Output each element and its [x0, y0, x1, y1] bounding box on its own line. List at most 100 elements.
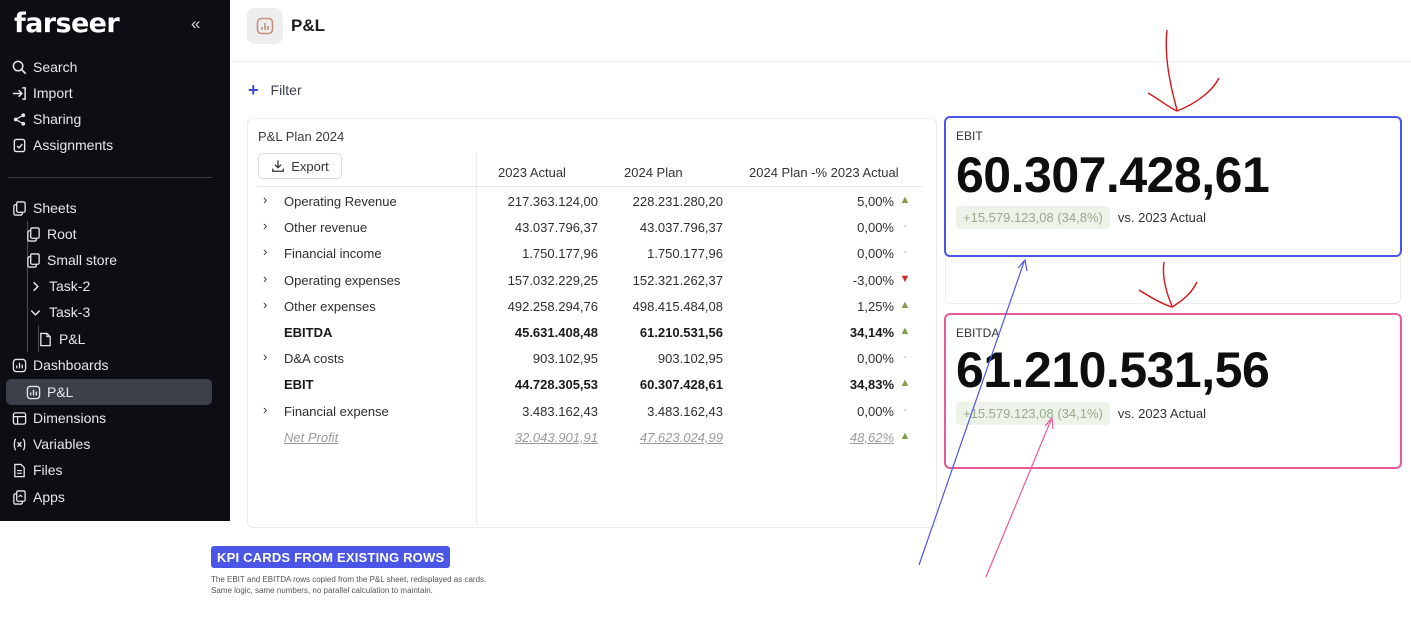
cell-2023-actual[interactable]: 903.102,95 [532, 351, 598, 367]
tree-item-pl-sheet[interactable]: P&L [36, 327, 85, 351]
cell-variance[interactable]: 48,62% [849, 429, 894, 445]
table-row[interactable]: › Financial income 1.750.177,96 1.750.177,9… [248, 242, 938, 266]
cell-2024-plan[interactable]: 152.321.262,37 [632, 272, 723, 288]
cell-2024-plan[interactable]: 47.623.024,99 [639, 429, 723, 445]
kpi-delta: +15.579.123,08 (34,1%) vs. 2023 Actual [956, 402, 1206, 425]
cell-variance[interactable]: 0,00% [857, 351, 894, 367]
cell-variance[interactable]: 5,00% [857, 194, 894, 209]
cell-2023-actual[interactable]: 45.631.408,48 [514, 325, 598, 340]
export-button[interactable]: Export [258, 153, 342, 179]
table-row[interactable]: › Other revenue 43.037.796,37 43.037.796,37… [248, 216, 938, 240]
nav-search[interactable]: Search [10, 55, 77, 79]
cell-variance[interactable]: 34,83% [849, 377, 894, 393]
nav-variables-label: Variables [33, 436, 91, 452]
cell-2024-plan[interactable]: 228.231.280,20 [632, 194, 723, 209]
tree-item-label: P&L [59, 331, 86, 347]
ebitda-kpi-card[interactable]: EBITDA 61.210.531,56 +15.579.123,08 (34,… [944, 313, 1402, 469]
table-row[interactable]: Net Profit 32.043.901,91 47.623.024,99 48,6… [248, 426, 938, 450]
nav-sharing[interactable]: Sharing [10, 107, 81, 131]
pl-sheet-panel: P&L Plan 2024 Export 2023 Actual 2024 Pl… [247, 118, 937, 528]
tree-item-task-3[interactable]: Task-3 [26, 300, 90, 324]
cell-2024-plan[interactable]: 60.307.428,61 [639, 377, 723, 393]
cell-variance[interactable]: 34,14% [849, 325, 894, 340]
chevron-right-icon[interactable]: › [263, 192, 268, 207]
tree-item-label: Small store [47, 252, 118, 268]
plus-icon: + [248, 80, 259, 100]
tree-item-root[interactable]: Root [24, 222, 77, 246]
cell-2023-actual[interactable]: 43.037.796,37 [514, 220, 598, 236]
nav-variables[interactable]: Variables [10, 432, 90, 456]
cell-2024-plan[interactable]: 498.415.484,08 [632, 298, 723, 314]
share-icon [10, 110, 28, 128]
apps-icon [10, 488, 28, 506]
tree-item-task-2[interactable]: Task-2 [26, 274, 90, 298]
column-header[interactable]: 2024 Plan -% 2023 Actual [749, 165, 899, 180]
cell-2024-plan[interactable]: 61.210.531,56 [639, 325, 723, 340]
nav-dimensions-label: Dimensions [33, 410, 107, 426]
dashboard-icon [24, 383, 42, 401]
table-row[interactable]: › Operating Revenue 217.363.124,00 228.231.… [248, 190, 938, 214]
table-row[interactable]: EBITDA 45.631.408,48 61.210.531,56 34,14% ▲ [248, 321, 938, 345]
kpi-label: EBIT [956, 129, 983, 143]
cell-2023-actual[interactable]: 3.483.162,43 [522, 403, 598, 419]
filter-button[interactable]: + Filter [248, 80, 302, 100]
cell-2024-plan[interactable]: 3.483.162,43 [647, 403, 723, 419]
table-row[interactable]: › D&A costs 903.102,95 903.102,95 0,00% - [248, 347, 938, 371]
nav-assignments[interactable]: Assignments [10, 133, 113, 157]
table-row[interactable]: EBIT 44.728.305,53 60.307.428,61 34,83% ▲ [248, 373, 938, 397]
nav-dashboards[interactable]: Dashboards [10, 353, 109, 377]
cell-2024-plan[interactable]: 43.037.796,37 [639, 220, 723, 236]
cell-variance[interactable]: -3,00% [852, 272, 894, 288]
cell-variance[interactable]: 0,00% [857, 220, 894, 236]
cell-2023-actual[interactable]: 1.750.177,96 [522, 246, 598, 262]
tree-item-small-store[interactable]: Small store [24, 248, 117, 272]
chevron-right-icon[interactable]: › [263, 270, 268, 286]
sheet-title: P&L Plan 2024 [258, 129, 345, 144]
sheets-icon [10, 199, 28, 217]
nav-import[interactable]: Import [10, 81, 73, 105]
cell-variance[interactable]: 1,25% [857, 298, 894, 314]
cell-2023-actual[interactable]: 492.258.294,76 [507, 298, 598, 314]
table-row[interactable]: › Financial expense 3.483.162,43 3.483.162,… [248, 400, 938, 424]
brand-logo[interactable]: farseer [14, 8, 120, 39]
cell-2023-actual[interactable]: 32.043.901,91 [514, 429, 598, 445]
page-title: P&L [291, 16, 325, 35]
nav-apps[interactable]: Apps [10, 485, 65, 509]
table-row[interactable]: › Other expenses 492.258.294,76 498.415.484… [248, 295, 938, 319]
cell-2023-actual[interactable]: 157.032.229,25 [507, 272, 598, 288]
collapse-sidebar-icon[interactable]: « [191, 14, 201, 33]
tree-item-pl-dashboard[interactable]: P&L [24, 380, 73, 404]
cell-2024-plan[interactable]: 903.102,95 [657, 351, 723, 367]
nav-sheets[interactable]: Sheets [10, 196, 77, 220]
dashboard-icon [10, 356, 28, 374]
chevron-right-icon[interactable]: › [263, 401, 268, 417]
nav-dimensions[interactable]: Dimensions [10, 406, 106, 430]
cell-variance[interactable]: 0,00% [857, 246, 894, 262]
assignment-icon [10, 136, 28, 154]
trend-flat-icon: - [903, 403, 907, 416]
row-label: Financial income [284, 246, 382, 262]
trend-up-icon: ▲ [899, 325, 911, 337]
chevron-right-icon[interactable]: › [263, 218, 268, 234]
table-row[interactable]: › Operating expenses 157.032.229,25 152.321… [248, 269, 938, 293]
nav-files[interactable]: Files [10, 458, 63, 482]
row-label: Financial expense [284, 403, 389, 419]
cell-2023-actual[interactable]: 217.363.124,00 [507, 194, 598, 209]
dashboard-header-icon [247, 8, 283, 44]
chevron-right-icon[interactable]: › [263, 296, 268, 312]
dimensions-icon [10, 409, 28, 427]
sidebar-divider [8, 177, 212, 178]
import-icon [10, 84, 28, 102]
ebit-kpi-card[interactable]: EBIT 60.307.428,61 +15.579.123,08 (34,8%… [944, 116, 1402, 257]
delta-pill: +15.579.123,08 (34,8%) [956, 206, 1110, 229]
nav-sheets-label: Sheets [33, 200, 77, 216]
chevron-right-icon[interactable]: › [263, 349, 268, 365]
chevron-right-icon[interactable]: › [263, 244, 268, 260]
column-header[interactable]: 2024 Plan [624, 165, 683, 180]
row-label: Other expenses [284, 298, 376, 314]
column-header[interactable]: 2023 Actual [498, 165, 566, 180]
cell-2024-plan[interactable]: 1.750.177,96 [647, 246, 723, 262]
cell-variance[interactable]: 0,00% [857, 403, 894, 419]
nav-assignments-label: Assignments [33, 137, 114, 153]
cell-2023-actual[interactable]: 44.728.305,53 [514, 377, 598, 393]
